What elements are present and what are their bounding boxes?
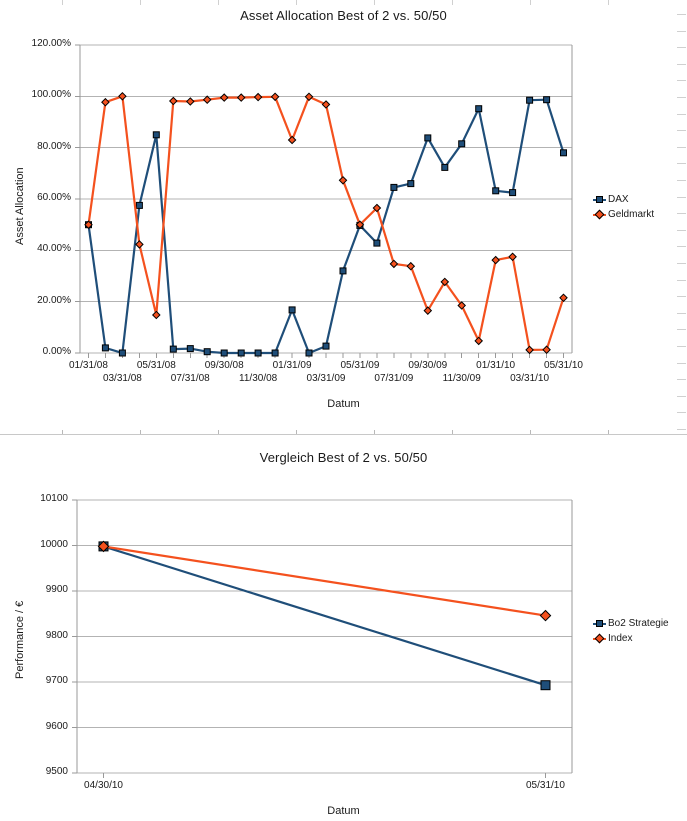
x-tick-label: 01/31/09 — [272, 360, 312, 371]
chart1-y-axis-title: Asset Allocation — [14, 167, 26, 245]
x-tick-label: 11/30/08 — [239, 373, 278, 384]
legend-marker-diamond-icon — [593, 633, 606, 644]
chart2-title: Vergleich Best of 2 vs. 50/50 — [259, 450, 428, 465]
x-tick-label: 03/31/09 — [306, 373, 346, 384]
x-tick-label: 05/31/10 — [526, 780, 565, 791]
legend-item-dax[interactable]: DAX — [593, 192, 654, 207]
y-tick-label: 9600 — [45, 720, 68, 732]
chart2-x-axis-title: Datum — [327, 805, 360, 817]
legend-item-geldmarkt[interactable]: Geldmarkt — [593, 207, 654, 222]
x-tick-label: 11/30/09 — [442, 373, 481, 384]
legend-marker-square-icon — [593, 194, 606, 205]
chart1-x-axis-title: Datum — [327, 398, 360, 410]
y-tick-label: 9900 — [45, 584, 68, 595]
x-tick-label: 03/31/10 — [510, 373, 550, 384]
legend-label-geldmarkt: Geldmarkt — [608, 209, 655, 220]
y-tick-label: 60.00% — [37, 192, 71, 203]
y-tick-label: 9800 — [45, 629, 68, 641]
worksheet-row-ticks — [673, 0, 687, 821]
y-tick-label: 10100 — [40, 493, 68, 504]
y-tick-label: 9500 — [45, 766, 68, 777]
y-tick-label: 100.00% — [31, 89, 71, 101]
y-tick-label: 80.00% — [37, 140, 71, 152]
x-tick-label: 01/31/08 — [69, 360, 108, 371]
x-tick-label: 04/30/10 — [84, 780, 123, 791]
x-tick-label: 03/31/08 — [102, 373, 142, 384]
x-tick-label: 05/31/08 — [136, 360, 176, 371]
x-tick-label: 05/31/09 — [340, 360, 380, 371]
chart1-legend[interactable]: DAX Geldmarkt — [593, 192, 654, 222]
legend-item-index[interactable]: Index — [593, 631, 669, 646]
legend-label-bo2-strategie: Bo2 Strategie — [608, 618, 669, 629]
y-tick-label: 9700 — [45, 675, 68, 686]
chart2-legend[interactable]: Bo2 Strategie Index — [593, 616, 669, 646]
chart-asset-allocation[interactable]: Asset Allocation Best of 2 vs. 50/50 Dat… — [0, 0, 687, 420]
chart-vergleich[interactable]: Vergleich Best of 2 vs. 50/50 Datum Perf… — [0, 434, 687, 821]
legend-marker-diamond-icon — [593, 209, 606, 220]
legend-label-dax: DAX — [608, 194, 629, 205]
y-tick-label: 10000 — [40, 538, 68, 550]
worksheet-column-ticks — [0, 0, 687, 6]
y-tick-label: 0.00% — [42, 346, 71, 357]
chart2-plot-area — [72, 499, 573, 778]
x-tick-label: 09/30/08 — [204, 360, 244, 371]
x-tick-label: 09/30/09 — [408, 360, 448, 371]
chart1-plot-area — [75, 44, 573, 358]
chart1-title: Asset Allocation Best of 2 vs. 50/50 — [240, 8, 447, 23]
x-tick-label: 01/31/10 — [476, 360, 516, 371]
legend-marker-square-icon — [593, 618, 606, 629]
y-tick-label: 20.00% — [37, 294, 71, 306]
y-tick-label: 40.00% — [37, 243, 71, 255]
legend-label-index: Index — [608, 633, 633, 644]
legend-item-bo2-strategie[interactable]: Bo2 Strategie — [593, 616, 669, 631]
x-tick-label: 05/31/10 — [544, 360, 583, 371]
y-tick-label: 120.00% — [31, 38, 71, 49]
worksheet-grid-line — [0, 430, 687, 435]
x-tick-label: 07/31/08 — [170, 373, 210, 384]
x-tick-label: 07/31/09 — [374, 373, 414, 384]
